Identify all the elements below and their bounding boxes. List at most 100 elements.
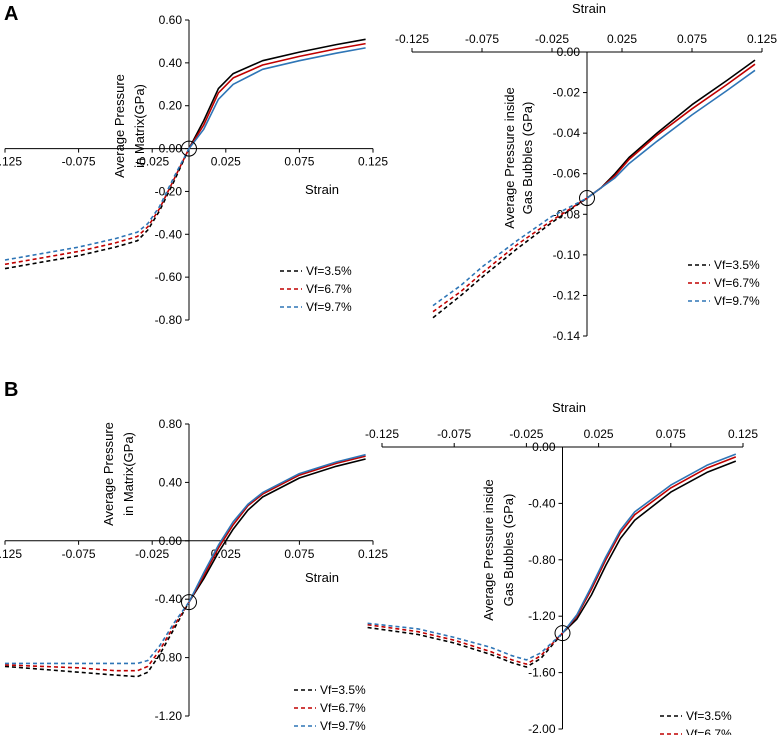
x-tick-label: -0.025 [135,155,169,169]
y-tick-label: 0.40 [159,475,183,489]
y-axis-label: Gas Bubbles (GPa) [501,494,516,607]
x-axis-label: Strain [305,182,339,197]
series-line-solid [561,453,737,634]
annotation-circle [554,625,571,642]
y-axis-label: Average Pressure inside [481,479,496,620]
series-line-dashed [367,626,564,668]
x-tick-label: 0.075 [656,427,686,441]
legend-label: Vf=9.7% [714,294,760,308]
chart-b-left: -0.125 -0.075 -0.025 0.025 0.075 0.125 0.80 0.4… [0,417,388,733]
series-line-solid [561,460,737,634]
y-tick-label: -0.80 [155,313,183,327]
chart-a-left: -0.125 -0.075 -0.025 0.025 0.075 0.125 0.60 0.4… [0,13,388,327]
y-tick-label: 0.80 [159,417,183,431]
series-line-solid [188,455,366,603]
x-tick-label: 0.125 [358,547,388,561]
series-line-solid [586,69,756,199]
x-tick-label: 0.125 [747,32,777,46]
annotation-circle [181,594,197,611]
y-tick-label: 0.00 [532,440,556,454]
x-tick-label: -0.075 [465,32,499,46]
x-tick-label: -0.075 [62,547,96,561]
x-axis-label: Strain [552,400,586,415]
x-tick-label: 0.025 [211,547,241,561]
y-tick-label: -0.12 [553,288,581,302]
y-tick-label: -0.14 [553,329,581,343]
y-axis-label: Gas Bubbles (GPa) [520,102,535,215]
series-line-solid [188,38,366,149]
y-tick-label: -1.20 [528,609,556,623]
x-tick-label: -0.025 [135,547,169,561]
y-tick-label: 0.00 [159,142,183,156]
series-line-dashed [4,601,190,678]
y-tick-label: -0.10 [553,248,581,262]
y-tick-label: -0.06 [553,167,581,181]
x-tick-label: 0.075 [284,155,314,169]
legend-label: Vf=6.7% [714,276,760,290]
y-tick-label: 0.00 [159,534,183,548]
series-line-solid [188,47,366,150]
y-tick-label: -0.40 [155,227,183,241]
y-tick-label: 0.20 [159,99,183,113]
annotation-circle [181,140,197,157]
y-axis-label: in Matrix(GPa) [132,84,147,168]
series-line-dashed [367,623,564,665]
x-tick-label: -0.125 [365,427,399,441]
x-tick-label: 0.075 [284,547,314,561]
x-tick-label: -0.075 [437,427,471,441]
series-line-dashed [4,148,190,270]
legend-label: Vf=3.5% [686,709,732,723]
panel-label-b: B [4,379,18,401]
legend-label: Vf=3.5% [714,258,760,272]
y-tick-label: 0.60 [159,13,183,27]
x-tick-label: -0.125 [0,547,22,561]
series-line-dashed [4,148,190,266]
x-axis-label: Strain [305,570,339,585]
y-axis-label: in Matrix(GPa) [121,432,136,516]
legend-label: Vf=3.5% [306,264,352,278]
y-axis-label: Average Pressure [112,74,127,178]
y-tick-label: -1.60 [528,666,556,680]
x-tick-label: 0.025 [211,155,241,169]
series-line-dashed [432,197,588,307]
series-line-dashed [432,197,588,313]
series-line-dashed [4,148,190,261]
legend-label: Vf=3.5% [320,683,366,697]
legend-label: Vf=9.7% [306,300,352,314]
x-tick-label: -0.025 [509,427,543,441]
y-tick-label: -0.60 [155,270,183,284]
y-tick-label: -0.40 [155,592,183,606]
y-tick-label: -2.00 [528,722,556,735]
x-tick-label: -0.125 [0,155,22,169]
chart-a-right: -0.125 -0.075 -0.025 0.025 0.075 0.125 0.00 -0.… [395,1,777,343]
y-tick-label: -1.20 [155,709,183,723]
x-tick-label: 0.025 [607,32,637,46]
y-tick-label: -0.80 [528,553,556,567]
series-line-solid [188,458,366,603]
series-line-solid [188,453,366,603]
legend-label: Vf=6.7% [686,727,732,735]
series-line-dashed [5,601,190,665]
series-line-solid [561,456,737,634]
y-axis-label: Average Pressure [101,422,116,526]
x-axis-label: Strain [572,1,606,16]
x-tick-label: 0.125 [728,427,758,441]
y-tick-label: -0.40 [528,496,556,510]
x-tick-label: 0.025 [584,427,614,441]
annotation-circle [579,190,595,207]
y-axis-label: Average Pressure inside [502,87,517,228]
y-tick-label: -0.02 [553,86,581,100]
y-tick-label: -0.04 [553,126,581,140]
x-tick-label: -0.125 [395,32,429,46]
y-tick-label: -0.80 [155,651,183,665]
y-tick-label: 0.40 [159,56,183,70]
x-tick-label: 0.125 [358,155,388,169]
panel-label-a: A [4,3,18,25]
series-line-dashed [432,197,588,319]
legend-label: Vf=6.7% [320,701,366,715]
legend-label: Vf=6.7% [306,282,352,296]
series-line-dashed [367,622,564,661]
x-tick-label: -0.075 [62,155,96,169]
legend-label: Vf=9.7% [320,719,366,733]
